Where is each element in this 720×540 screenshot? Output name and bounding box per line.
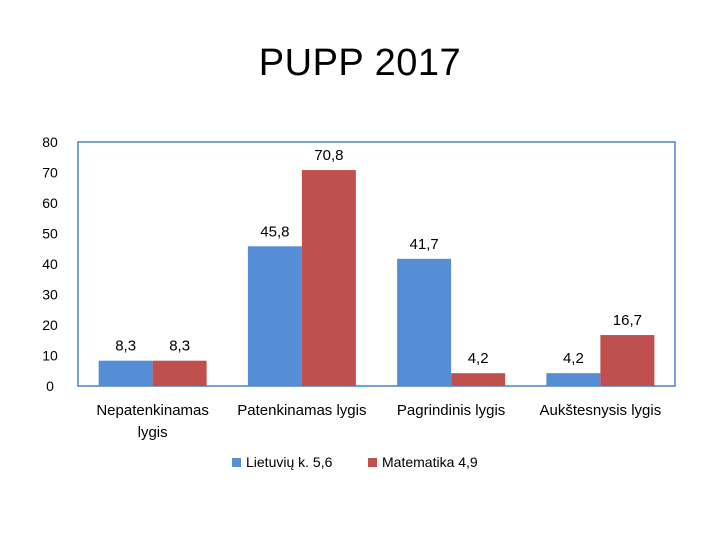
bar <box>301 170 356 386</box>
y-tick-label: 60 <box>42 195 58 211</box>
bar <box>546 373 601 386</box>
legend: Lietuvių k. 5,6 Matematika 4,9 <box>232 454 478 470</box>
bar <box>152 360 207 386</box>
plot-frame <box>77 141 676 387</box>
y-tick-label: 0 <box>46 378 54 394</box>
category-label: Aukštesnysis lygis <box>540 402 662 419</box>
y-tick-label: 70 <box>42 165 58 181</box>
bar <box>600 335 655 386</box>
bar <box>98 360 153 386</box>
data-label: 8,3 <box>169 338 190 355</box>
category-label: Nepatenkinamas lygis <box>96 402 209 441</box>
data-label: 4,2 <box>563 350 584 367</box>
legend-swatch <box>232 458 241 467</box>
category-labels: Nepatenkinamas lygis Patenkinamas lygis Pag… <box>96 402 661 441</box>
data-label: 16,7 <box>613 312 642 329</box>
data-label: 4,2 <box>468 350 489 367</box>
bars <box>98 170 655 386</box>
data-label: 45,8 <box>260 223 289 240</box>
category-label: Patenkinamas lygis <box>237 402 366 419</box>
legend-label: Matematika 4,9 <box>382 454 478 470</box>
chart-title: PUPP 2017 <box>258 42 462 84</box>
data-labels: 8,3 8,3 45,8 70,8 41,7 4,2 4,2 16,7 <box>115 147 642 367</box>
data-label: 8,3 <box>115 338 136 355</box>
legend-label: Lietuvių k. 5,6 <box>246 454 333 470</box>
y-tick-label: 80 <box>42 134 58 150</box>
data-label: 70,8 <box>314 147 343 164</box>
data-label: 41,7 <box>410 236 439 253</box>
y-axis-ticks: 0 10 20 30 40 50 60 70 80 <box>42 134 58 394</box>
y-tick-label: 50 <box>42 226 58 242</box>
bar <box>397 258 452 386</box>
y-tick-label: 40 <box>42 256 58 272</box>
legend-swatch <box>368 458 377 467</box>
bar <box>451 373 506 386</box>
bar <box>247 246 302 386</box>
y-tick-label: 20 <box>42 317 58 333</box>
y-tick-label: 10 <box>42 348 58 364</box>
y-tick-label: 30 <box>42 287 58 303</box>
category-label: Pagrindinis lygis <box>397 402 505 419</box>
